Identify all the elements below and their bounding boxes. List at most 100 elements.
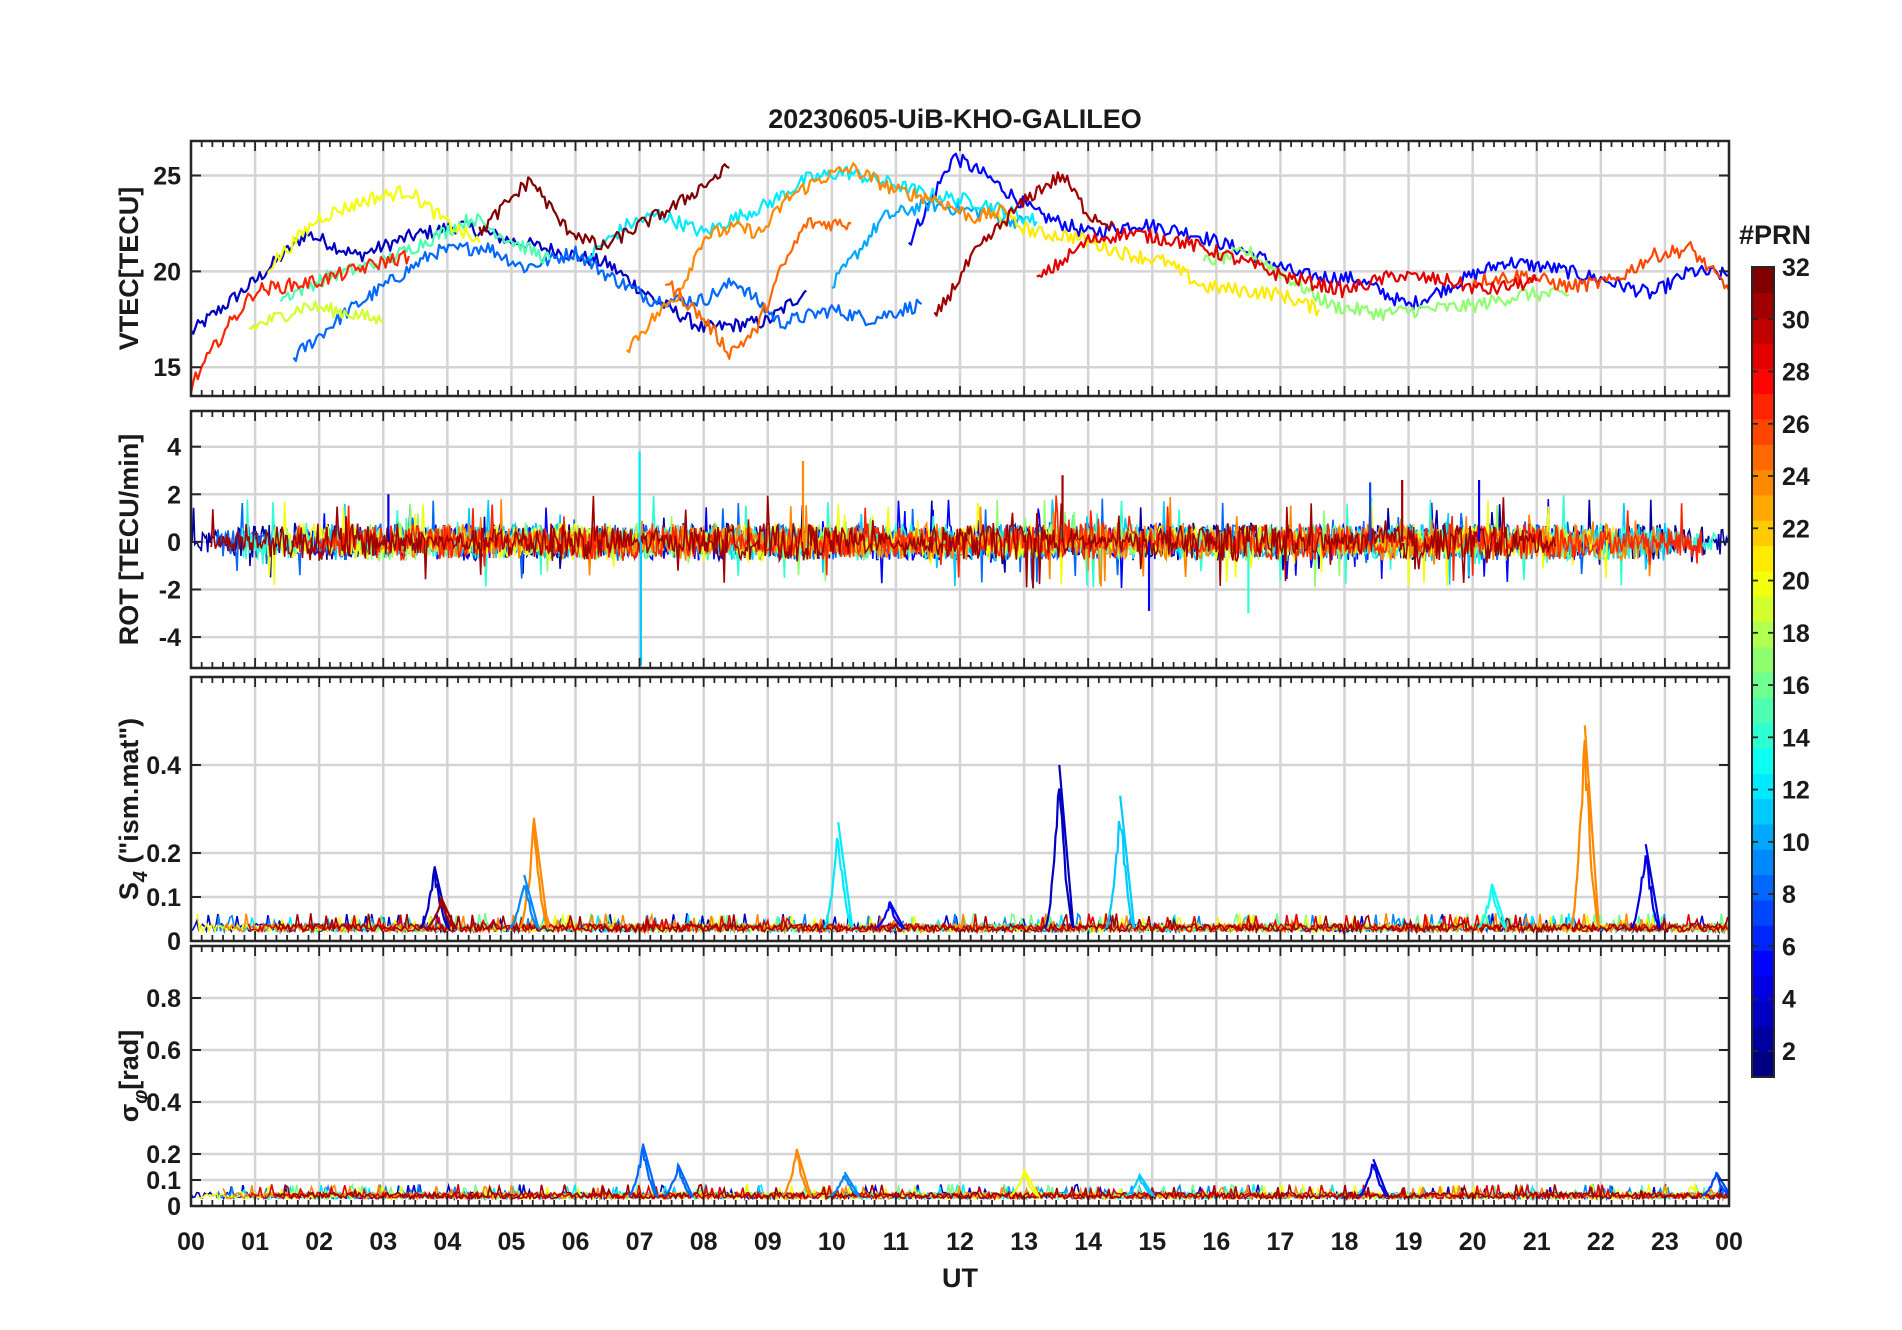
rot-series-prn-31 [209,495,1557,589]
panel-frame [189,675,1731,943]
chart-title: 20230605-UiB-KHO-GALILEO [768,104,1142,134]
spike-prn-4 [1358,1158,1390,1198]
colorbar-segment [1752,596,1774,622]
y-tick-label: 0 [167,529,181,557]
series-prn-27 [191,249,410,394]
colorbar-segment [1752,672,1774,698]
colorbar-segment [1752,368,1774,395]
x-tick-label: 08 [690,1228,718,1256]
spike-prn-11 [1105,795,1136,929]
colorbar-tick-label: 10 [1782,829,1810,857]
series-prn-15 [279,213,551,303]
colorbar-segment [1752,823,1774,850]
colorbar-tick-label: 16 [1782,672,1810,700]
y-tick-label: 0.2 [146,840,181,868]
colorbar-segment [1752,317,1774,344]
y-tick-label: 0 [167,1193,181,1221]
x-tick-label: 16 [1202,1228,1230,1256]
spike-prn-31 [426,896,458,931]
series-prn-21 [991,210,1320,317]
x-tick-label: 11 [883,1228,910,1256]
y-tick-label: 15 [153,354,181,382]
colorbar-segment [1752,494,1774,521]
series-prn-31 [933,171,1115,317]
colorbar-segment [1752,874,1774,901]
colorbar-segment [1752,570,1774,597]
x-tick-label: 06 [562,1228,590,1256]
panel-4: 00.10.2 0.4 0.6 0.8 σφ[rad] [114,944,1731,1221]
colorbar-segment [1752,1051,1774,1078]
x-tick-label: 15 [1138,1228,1166,1256]
y-tick-label: -2 [159,576,181,604]
colorbar-tick-label: 8 [1782,881,1796,909]
colorbar-segment [1752,469,1774,496]
x-tick-label: 12 [946,1228,974,1256]
y-tick-label: 0.1 [146,884,181,912]
colorbar-tick-label: 24 [1782,463,1810,491]
x-tick-label: 00 [1715,1228,1743,1256]
x-tick-label: 07 [626,1228,654,1256]
colorbar-segment [1752,267,1774,293]
data-layer [191,725,1729,935]
colorbar-segment [1752,773,1774,800]
spike-prn-5 [875,900,906,930]
spike-prn-4 [1630,844,1662,932]
noise-series-prn-29 [248,1182,1728,1202]
y-tick-label: 0.2 [146,1141,181,1169]
y-tick-label: 0.4 [146,1089,181,1117]
spike-prn-7 [1701,1171,1729,1197]
spike-prn-3 [1044,764,1075,929]
x-tick-label: 23 [1651,1228,1679,1256]
colorbar-tick-label: 28 [1782,359,1810,387]
x-tick-label: 17 [1267,1228,1295,1256]
series-prn-29 [1036,227,1538,299]
colorbar-segment [1752,747,1774,774]
y-tick-label: 20 [153,258,181,286]
colorbar-segment [1752,444,1774,471]
series-prn-12 [587,165,1038,260]
series-prn-25 [664,217,852,360]
spike-prn-8 [628,1143,659,1199]
x-tick-label: 00 [177,1228,205,1256]
colorbar-tick-label: 32 [1782,254,1810,282]
series-prn-32 [478,163,730,251]
series-prn-19 [248,300,384,331]
colorbar-segment [1752,342,1774,369]
x-tick-label: 04 [433,1228,461,1256]
x-tick-label: 09 [754,1228,782,1256]
noise-series-prn-31 [274,1183,1729,1202]
data-layer [191,152,1729,394]
x-tick-label: 18 [1331,1228,1359,1256]
panel-2: -4 -2 0 2 4 ROT [TECU/min] [114,409,1731,670]
spike-prn-8 [663,1161,695,1199]
colorbar-tick-label: 12 [1782,777,1810,805]
x-axis-label: UT [942,1263,978,1293]
panel-3: 0 0.1 0.2 0.4S4 ("ism.mat") [114,675,1731,956]
y-axis-label: ROT [TECU/min] [114,434,144,645]
colorbar-segment [1752,646,1774,673]
series-prn-20 [267,185,481,274]
colorbar-tick-label: 20 [1782,568,1810,596]
x-tick-label: 21 [1523,1228,1551,1256]
x-tick-label: 02 [305,1228,333,1256]
spike-prn-9 [830,1171,862,1198]
panel-frame [189,944,1731,1208]
data-layer [191,451,1729,666]
colorbar-tick-label: 30 [1782,306,1810,334]
x-tick-label: 13 [1010,1228,1038,1256]
colorbar-tick-label: 18 [1782,620,1810,648]
colorbar-segment [1752,1001,1774,1027]
series-prn-24 [626,162,1013,354]
colorbar-segment [1752,849,1774,876]
colorbar-segment [1752,292,1774,319]
spike-prn-24 [518,817,549,929]
y-axis-label: σφ[rad] [114,1030,152,1123]
series-prn-8 [292,241,923,362]
colorbar-segment [1752,418,1774,445]
colorbar-frame [1751,266,1775,1078]
x-tick-label: 05 [498,1228,526,1256]
colorbar-tick-label: 2 [1782,1038,1796,1066]
colorbar-tick-label: 4 [1782,986,1796,1014]
x-tick-label: 03 [369,1228,397,1256]
